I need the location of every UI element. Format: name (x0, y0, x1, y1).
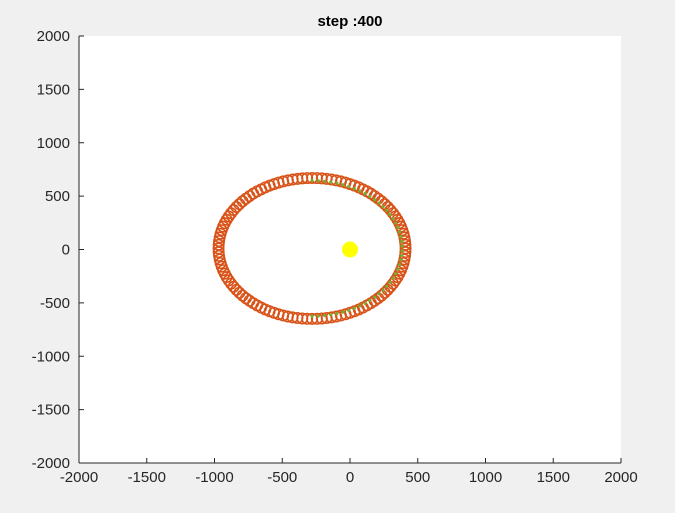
central-body-point (342, 241, 358, 258)
orbit-inner-point (400, 239, 404, 243)
orbit-inner-point (399, 258, 403, 262)
orbit-inner-point (391, 276, 395, 280)
orbit-inner-point (385, 284, 389, 288)
y-tick-label: -500 (40, 295, 70, 312)
orbit-inner-point (329, 180, 333, 184)
orbit-inner-point (397, 263, 402, 267)
x-tick-label: -500 (267, 469, 297, 486)
y-tick-label: -1000 (32, 348, 70, 365)
orbit-inner-point (329, 313, 333, 317)
y-tick-label: 1000 (37, 135, 70, 152)
x-tick-label: 1000 (469, 469, 502, 486)
orbit-inner-point (316, 314, 320, 318)
orbit-inner-point (391, 217, 395, 221)
y-tick-label: 500 (45, 188, 70, 205)
orbit-inner-point (396, 225, 400, 230)
orbit-inner-point (358, 304, 362, 308)
orbit-inner-point (368, 194, 372, 199)
orbit-inner-point (347, 184, 351, 189)
chart-title: step :400 (317, 13, 382, 30)
orbit-inner-point (400, 249, 404, 253)
orbit-inner-point (381, 288, 385, 292)
orbit-inner-point (316, 179, 320, 183)
orbit-inner-point (388, 280, 392, 284)
orbit-inner-point (373, 295, 377, 299)
orbit-point (399, 249, 412, 262)
orbit-inner-point (347, 308, 351, 312)
orbit-inner-point (373, 198, 377, 202)
x-tick-label: 2000 (604, 469, 637, 486)
orbit-inner-point (400, 253, 404, 258)
y-tick-label: 2000 (37, 28, 70, 45)
orbit-inner-point (358, 189, 362, 193)
orbit-inner-point (394, 221, 398, 225)
x-tick-label: -1000 (195, 469, 233, 486)
x-tick-label: 1500 (537, 469, 570, 486)
x-axis: -2000 -1500 -1000 -500 0 500 1000 1500 2000 (60, 458, 638, 486)
y-tick-label: -1500 (32, 402, 70, 419)
orbit-inner-point (394, 272, 398, 276)
orbit-inner-point (335, 311, 339, 316)
orbit-inner-point (310, 314, 314, 318)
x-tick-label: -1500 (128, 469, 166, 486)
orbit-inner-point (400, 244, 404, 248)
central-body (342, 241, 358, 258)
orbit-inner-point (396, 267, 400, 271)
orbit-trail (212, 171, 412, 325)
orbit-inner-point (335, 181, 339, 185)
orbit-inner-point (381, 205, 385, 209)
orbit-inner-point (399, 235, 403, 239)
orbit-inner-point (323, 313, 327, 318)
orbit-inner-point (377, 201, 381, 205)
orbit-inner-point (363, 301, 367, 305)
orbit-inner-point (363, 191, 367, 196)
orbit-inner-point (352, 186, 356, 191)
y-tick-label: -2000 (32, 455, 70, 472)
orbit-inner-point (385, 208, 389, 213)
orbit-inner-point (341, 183, 345, 187)
orbit-inner-point (377, 292, 381, 296)
y-axis: -2000 -1500 -1000 -500 0 500 1000 1500 2000 (32, 28, 84, 472)
orbit-inner-point (323, 179, 327, 183)
x-tick-label: 500 (405, 469, 430, 486)
orbit-inner-point (352, 306, 356, 310)
y-tick-label: 0 (62, 242, 70, 259)
orbit-point (399, 246, 412, 259)
orbit-point (212, 246, 225, 259)
orbit-inner-point (310, 179, 314, 183)
orbit-inner-point (341, 310, 345, 314)
x-tick-label: -2000 (60, 469, 98, 486)
y-tick-label: 1500 (37, 81, 70, 98)
orbit-inner-point (368, 298, 372, 302)
x-tick-label: 0 (346, 469, 354, 486)
orbit-inner-point (397, 230, 402, 234)
orbit-inner-point (388, 212, 392, 217)
